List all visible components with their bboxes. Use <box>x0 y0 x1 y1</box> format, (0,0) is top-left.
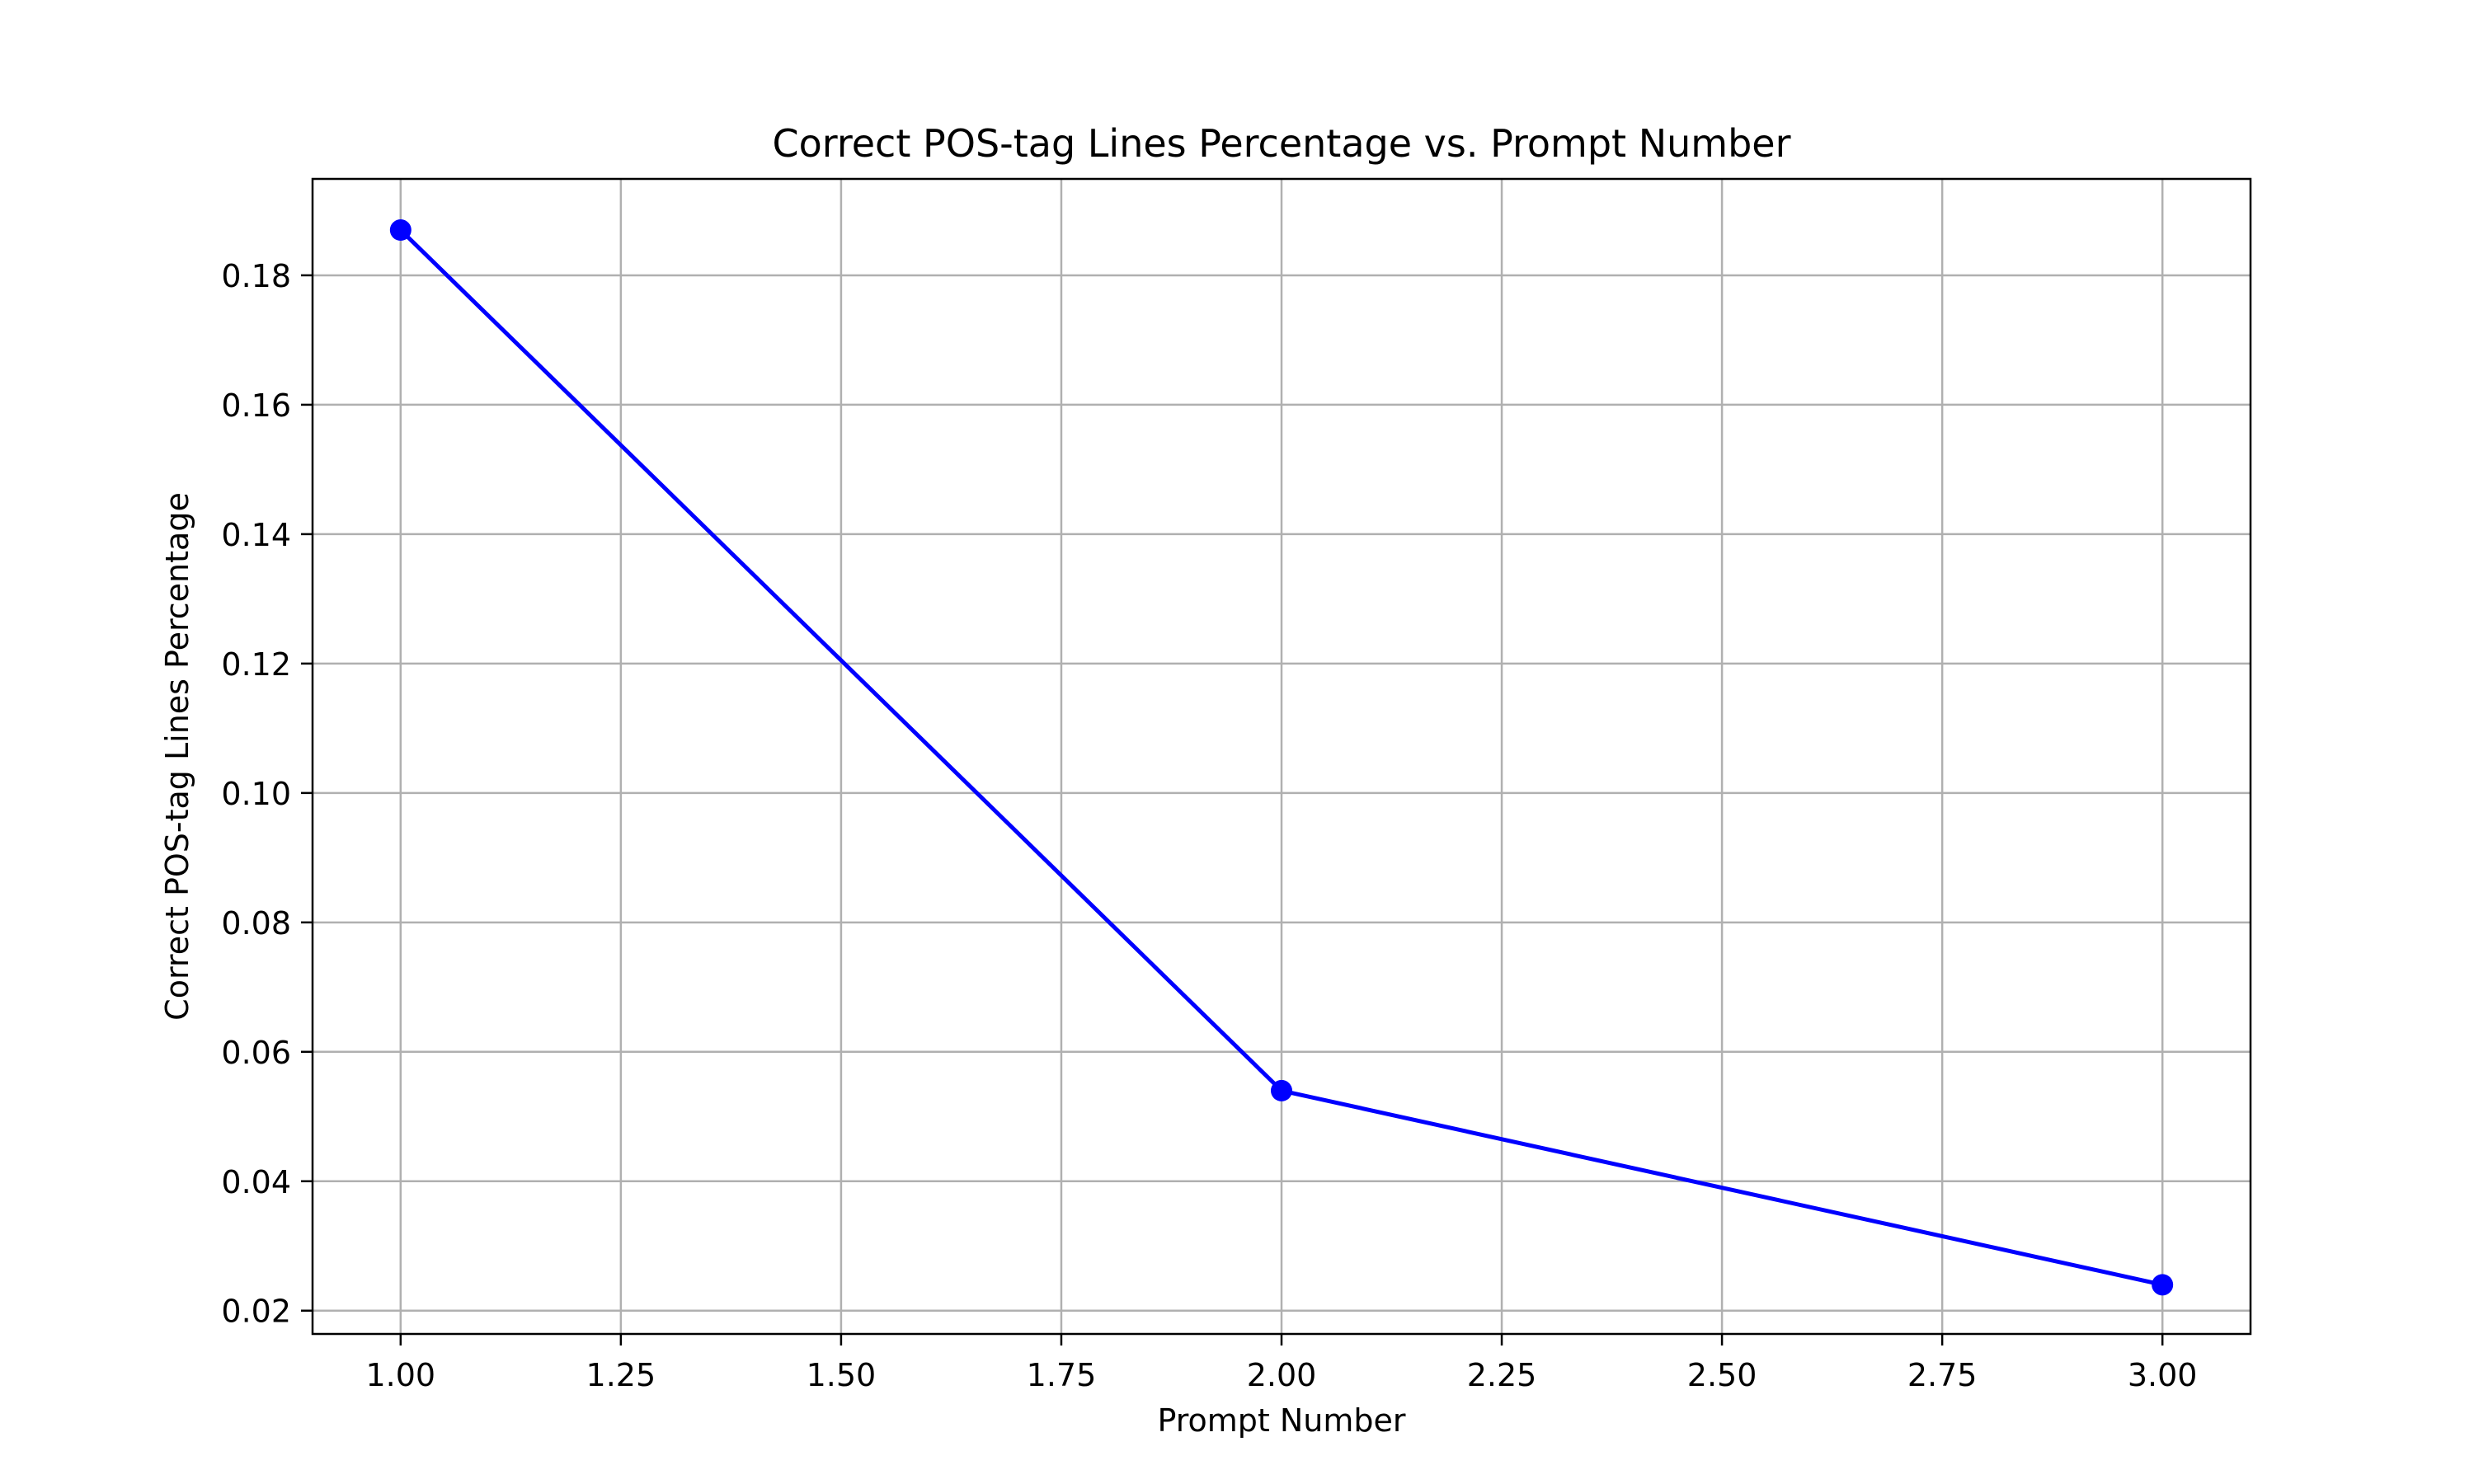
y-tick-label: 0.18 <box>221 258 291 294</box>
y-tick-label: 0.12 <box>221 646 291 683</box>
data-point <box>2152 1274 2174 1296</box>
y-axis: 0.02 0.04 0.06 0.08 0.10 0.12 0.14 0.16 0.18 <box>221 258 313 1330</box>
grid <box>313 179 2251 1334</box>
data-point <box>1271 1079 1292 1101</box>
y-tick-label: 0.14 <box>221 517 291 553</box>
y-tick-label: 0.16 <box>221 387 291 424</box>
x-tick-label: 2.75 <box>1907 1357 1978 1393</box>
x-axis: 1.00 1.25 1.50 1.75 2.00 2.25 2.50 2.75 3.00 <box>366 1334 2198 1393</box>
chart-title: Correct POS-tag Lines Percentage vs. Pro… <box>772 121 1790 166</box>
series-layer <box>389 219 2174 1296</box>
x-tick-label: 1.00 <box>366 1357 436 1393</box>
x-tick-label: 2.50 <box>1687 1357 1757 1393</box>
x-tick-label: 3.00 <box>2128 1357 2198 1393</box>
x-tick-label: 2.25 <box>1467 1357 1537 1393</box>
x-tick-label: 1.75 <box>1027 1357 1097 1393</box>
x-tick-label: 2.00 <box>1247 1357 1317 1393</box>
y-tick-label: 0.06 <box>221 1035 291 1071</box>
y-tick-label: 0.08 <box>221 905 291 942</box>
y-tick-label: 0.10 <box>221 776 291 812</box>
data-point <box>389 219 412 242</box>
x-tick-label: 1.25 <box>586 1357 656 1393</box>
y-tick-label: 0.04 <box>221 1164 291 1200</box>
x-tick-label: 1.50 <box>807 1357 877 1393</box>
x-axis-label: Prompt Number <box>1157 1402 1405 1439</box>
y-tick-label: 0.02 <box>221 1294 291 1330</box>
y-axis-label: Correct POS-tag Lines Percentage <box>159 492 195 1021</box>
